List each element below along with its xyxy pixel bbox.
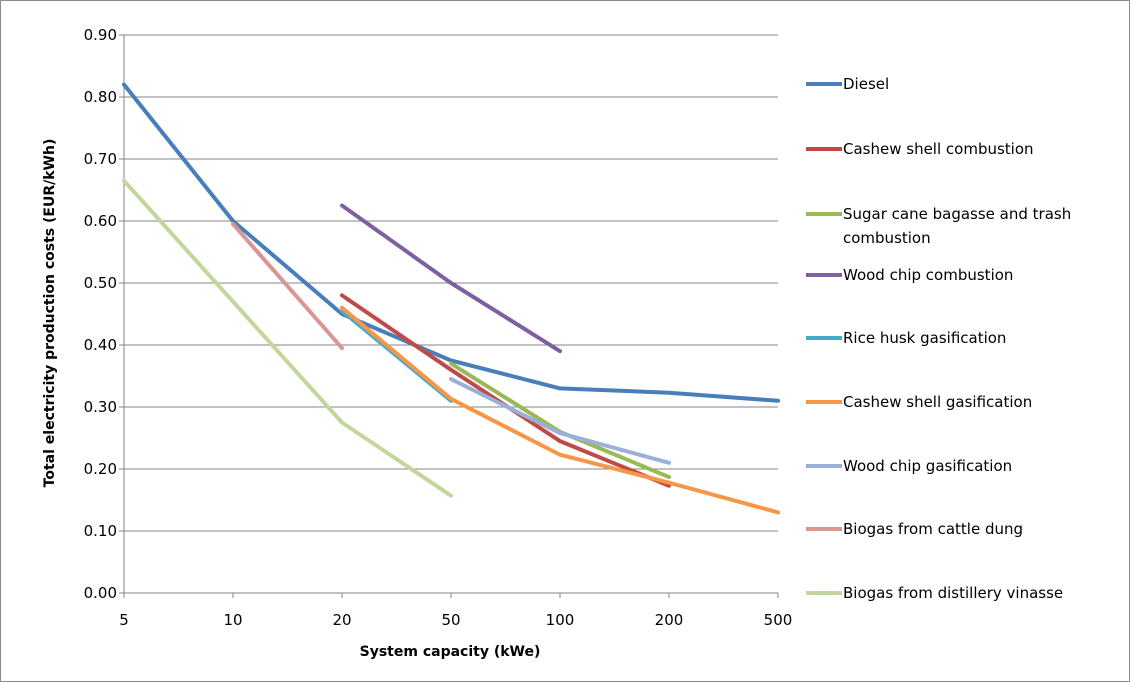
series-lines	[122, 82, 780, 515]
legend-label: Wood chip gasification	[843, 457, 1012, 475]
legend-label: Biogas from cattle dung	[843, 520, 1023, 538]
legend-label: Cashew shell gasification	[843, 393, 1032, 411]
legend-label: Sugar cane bagasse and trash	[843, 205, 1071, 223]
legend-label: Biogas from distillery vinasse	[843, 584, 1063, 602]
y-tick-labels: 0.00 0.10 0.20 0.30 0.40 0.50 0.60 0.70 0.80 0.90	[84, 26, 117, 602]
x-tick-label: 5	[119, 611, 129, 629]
x-tick-label: 10	[223, 611, 242, 629]
legend-label: Cashew shell combustion	[843, 140, 1034, 158]
x-axis-title: System capacity (kWe)	[360, 644, 541, 660]
series-line	[340, 305, 780, 515]
y-tick-label: 0.50	[84, 274, 117, 292]
gridlines	[124, 34, 778, 532]
legend: Diesel Cashew shell combustion Sugar cane …	[806, 75, 1071, 602]
y-tick-label: 0.70	[84, 150, 117, 168]
y-tick-label: 0.40	[84, 336, 117, 354]
x-tick-label: 500	[764, 611, 793, 629]
y-tick-label: 0.10	[84, 522, 117, 540]
legend-label: Diesel	[843, 75, 889, 93]
x-tick-label: 20	[332, 611, 351, 629]
x-tick-label: 200	[655, 611, 684, 629]
x-tick-labels: 5 10 20 50 100 200 500	[119, 611, 792, 629]
series-line	[122, 178, 453, 498]
series-line	[449, 361, 671, 480]
series-line	[340, 203, 562, 354]
y-tick-label: 0.00	[84, 584, 117, 602]
axes	[119, 34, 779, 598]
legend-label: Rice husk gasification	[843, 329, 1006, 347]
y-tick-label: 0.20	[84, 460, 117, 478]
y-tick-label: 0.90	[84, 26, 117, 44]
series-line	[122, 82, 780, 403]
y-axis-title: Total electricity production costs (EUR/…	[42, 139, 58, 488]
y-tick-label: 0.80	[84, 88, 117, 106]
y-tick-label: 0.30	[84, 398, 117, 416]
y-tick-label: 0.60	[84, 212, 117, 230]
legend-label: combustion	[843, 229, 931, 247]
x-tick-label: 50	[441, 611, 460, 629]
series-line	[231, 222, 344, 351]
legend-label: Wood chip combustion	[843, 266, 1013, 284]
series-line	[449, 377, 671, 465]
x-tick-label: 100	[546, 611, 575, 629]
